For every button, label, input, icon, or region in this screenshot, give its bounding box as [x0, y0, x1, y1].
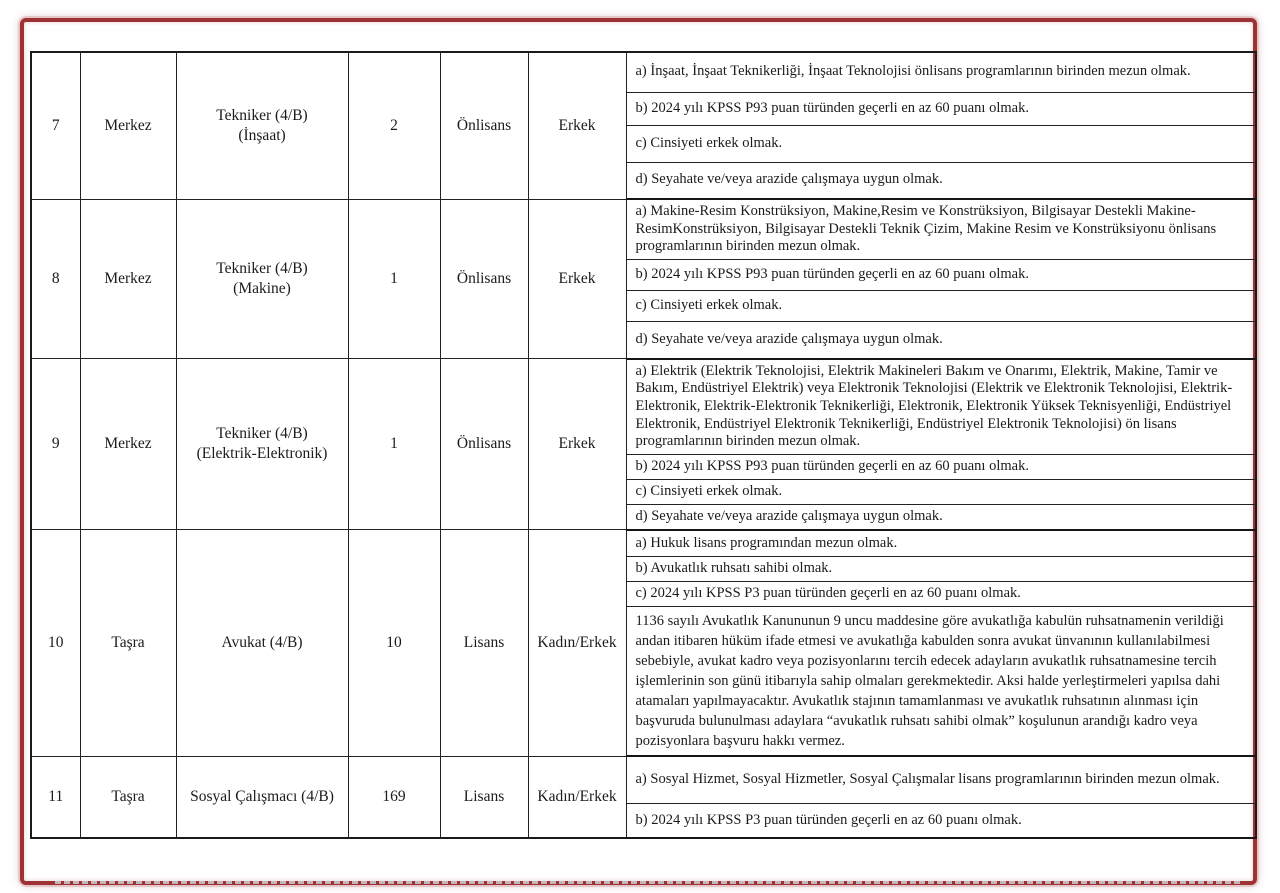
row-number-cell: 9 — [30, 358, 81, 531]
gender-cell: Kadın/Erkek — [527, 755, 627, 839]
requirement-cell: c) 2024 yılı KPSS P3 puan türünden geçer… — [625, 581, 1257, 608]
unit-cell: Merkez — [79, 358, 177, 531]
requirement-cell: b) 2024 yılı KPSS P93 puan türünden geçe… — [625, 91, 1257, 126]
requirement-cell: c) Cinsiyeti erkek olmak. — [625, 479, 1257, 506]
requirement-cell: b) 2024 yılı KPSS P3 puan türünden geçer… — [625, 802, 1257, 840]
unit-cell: Taşra — [79, 529, 177, 757]
requirement-note-cell: 1136 sayılı Avukatlık Kanununun 9 uncu m… — [625, 606, 1257, 758]
requirement-cell: d) Seyahate ve/veya arazide çalışmaya uy… — [625, 321, 1257, 360]
education-cell: Lisans — [439, 529, 529, 757]
document-border: 7 Merkez Tekniker (4/B) (İnşaat) 2 Önlis… — [20, 18, 1257, 886]
unit-cell: Taşra — [79, 755, 177, 839]
row-number-cell: 7 — [30, 51, 81, 200]
unit-cell: Merkez — [79, 198, 177, 360]
gender-cell: Erkek — [527, 51, 627, 200]
requirement-cell: a) Elektrik (Elektrik Teknolojisi, Elekt… — [625, 358, 1257, 456]
position-cell: Sosyal Çalışmacı (4/B) — [175, 755, 349, 839]
row-number-cell: 10 — [30, 529, 81, 757]
gender-cell: Erkek — [527, 198, 627, 360]
education-cell: Önlisans — [439, 358, 529, 531]
requirement-cell: a) Sosyal Hizmet, Sosyal Hizmetler, Sosy… — [625, 755, 1257, 804]
row-number-cell: 8 — [30, 198, 81, 360]
job-postings-table: 7 Merkez Tekniker (4/B) (İnşaat) 2 Önlis… — [30, 51, 1257, 840]
requirement-cell: a) Hukuk lisans programından mezun olmak… — [625, 529, 1257, 558]
requirement-cell: c) Cinsiyeti erkek olmak. — [625, 290, 1257, 323]
education-cell: Önlisans — [439, 198, 529, 360]
table-row: 9 Merkez Tekniker (4/B) (Elektrik-Elektr… — [30, 358, 1257, 531]
position-cell: Tekniker (4/B) (Elektrik-Elektronik) — [175, 358, 349, 531]
requirement-cell: d) Seyahate ve/veya arazide çalışmaya uy… — [625, 161, 1257, 200]
page-edge-dashes — [55, 881, 1240, 884]
requirement-cell: d) Seyahate ve/veya arazide çalışmaya uy… — [625, 504, 1257, 531]
count-cell: 1 — [347, 198, 441, 360]
position-cell: Tekniker (4/B) (İnşaat) — [175, 51, 349, 200]
requirement-cell: b) 2024 yılı KPSS P93 puan türünden geçe… — [625, 259, 1257, 292]
requirement-cell: a) Makine-Resim Konstrüksiyon, Makine,Re… — [625, 198, 1257, 261]
count-cell: 1 — [347, 358, 441, 531]
table-row: 7 Merkez Tekniker (4/B) (İnşaat) 2 Önlis… — [30, 51, 1257, 200]
count-cell: 2 — [347, 51, 441, 200]
position-cell: Tekniker (4/B) (Makine) — [175, 198, 349, 360]
requirement-cell: b) 2024 yılı KPSS P93 puan türünden geçe… — [625, 454, 1257, 481]
education-cell: Önlisans — [439, 51, 529, 200]
position-cell: Avukat (4/B) — [175, 529, 349, 757]
table-row: 10 Taşra Avukat (4/B) 10 Lisans Kadın/Er… — [30, 529, 1257, 758]
count-cell: 10 — [347, 529, 441, 757]
requirement-cell: a) İnşaat, İnşaat Teknikerliği, İnşaat T… — [625, 51, 1257, 93]
gender-cell: Kadın/Erkek — [527, 529, 627, 757]
education-cell: Lisans — [439, 755, 529, 839]
requirement-cell: b) Avukatlık ruhsatı sahibi olmak. — [625, 556, 1257, 583]
gender-cell: Erkek — [527, 358, 627, 531]
unit-cell: Merkez — [79, 51, 177, 200]
table-row: 8 Merkez Tekniker (4/B) (Makine) 1 Önlis… — [30, 198, 1257, 360]
requirement-cell: c) Cinsiyeti erkek olmak. — [625, 124, 1257, 163]
count-cell: 169 — [347, 755, 441, 839]
table-row: 11 Taşra Sosyal Çalışmacı (4/B) 169 Lisa… — [30, 755, 1257, 840]
row-number-cell: 11 — [30, 755, 81, 839]
